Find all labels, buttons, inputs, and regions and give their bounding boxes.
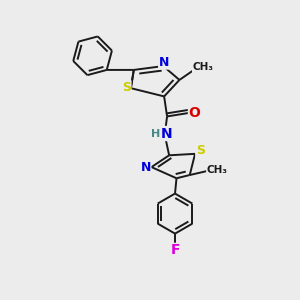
Text: N: N [140, 160, 151, 174]
Text: N: N [159, 56, 169, 69]
Text: CH₃: CH₃ [207, 165, 228, 175]
Text: H: H [151, 128, 160, 139]
Text: O: O [188, 106, 200, 120]
Text: F: F [170, 243, 180, 257]
Text: S: S [196, 144, 205, 158]
Text: CH₃: CH₃ [193, 62, 214, 72]
Text: N: N [161, 127, 172, 140]
Text: S: S [122, 81, 131, 94]
